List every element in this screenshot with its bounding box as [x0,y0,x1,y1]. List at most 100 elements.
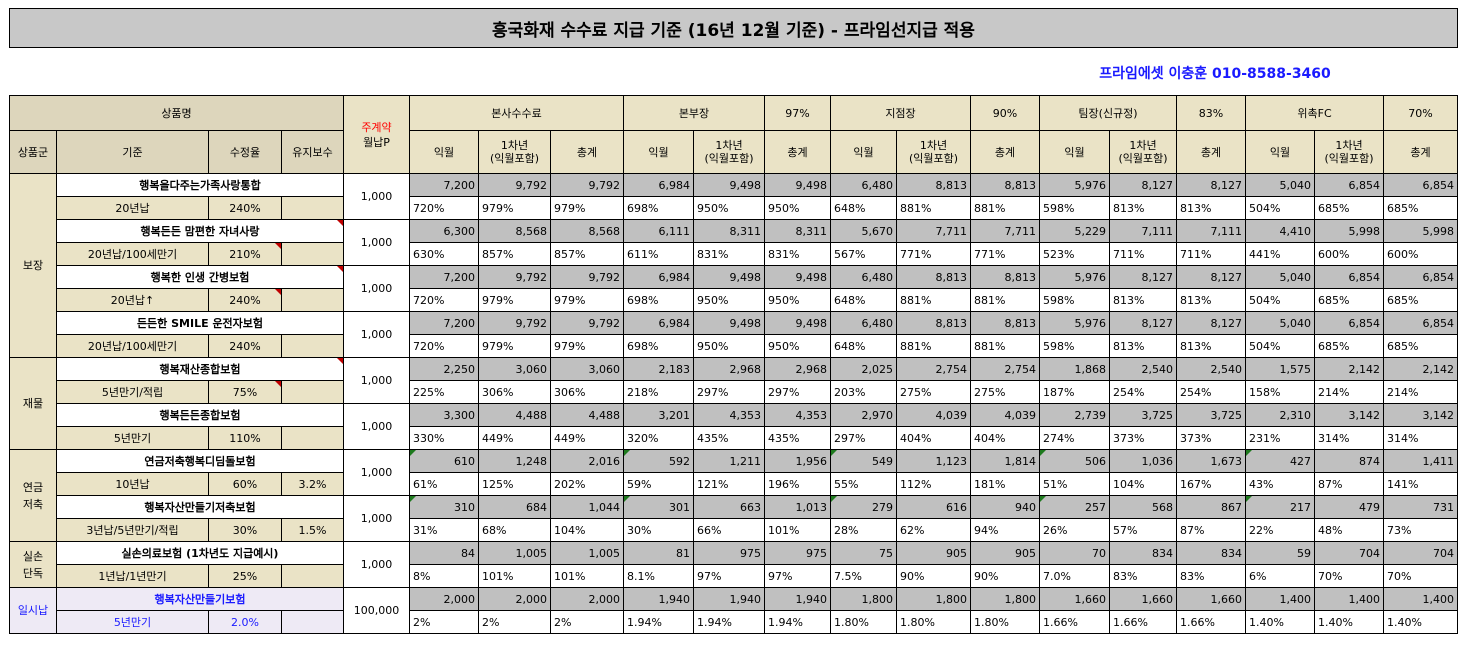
table-row: 5년만기 2.0% 2% 2% 2% 1.94% 1.94% 1.94% 1.80% 1.80% 1… [10,610,1458,634]
header-maint: 유지보수 [281,130,344,174]
category-cell: 재물 [9,357,57,450]
header-sub-first-1: 익월 [623,130,694,174]
rate-cell: 881% [970,196,1040,220]
rate-cell: 297% [764,380,831,404]
header-row-groups: 상품명 주계약 월납P 본사수수료 본부장 97% 지점장 90% 팀장(신규정… [9,95,1458,174]
amount-cell: 704 [1383,541,1458,565]
amount-cell: 427 [1245,449,1315,473]
amount-cell: 2,000 [550,587,624,611]
rate-cell: 158% [1245,380,1315,404]
rate-cell: 373% [1176,426,1246,450]
table-row: 10년납 60% 3.2% 61% 125% 202% 59% 121% 196% 55% 112%… [10,472,1458,496]
rate-cell: 104% [1109,472,1177,496]
adjust-cell: 110% [208,426,282,450]
error-marker-icon [1040,496,1046,502]
rate-cell: 504% [1245,196,1315,220]
rate-cell: 87% [1314,472,1384,496]
amount-cell: 592 [623,449,694,473]
header-sub-year-0: 1차년 (익월포함) [478,130,551,174]
rate-cell: 90% [896,564,971,588]
amount-cell: 2,310 [1245,403,1315,427]
amount-cell: 9,792 [550,173,624,197]
amount-cell: 3,060 [478,357,551,381]
category-cell: 연금 저축 [9,449,57,542]
amount-cell: 8,311 [693,219,765,243]
rate-cell: 306% [478,380,551,404]
amount-cell: 905 [970,541,1040,565]
amount-cell: 2,000 [478,587,551,611]
amount-cell: 6,854 [1383,265,1458,289]
comment-marker-icon [275,289,281,295]
rate-cell: 43% [1245,472,1315,496]
amount-cell: 9,498 [764,173,831,197]
amount-cell: 5,670 [830,219,897,243]
amount-cell: 3,725 [1176,403,1246,427]
rate-cell: 196% [764,472,831,496]
header-group-fc: 위촉FC [1245,95,1384,131]
premium-cell: 100,000 [343,587,410,634]
amount-cell: 2,754 [896,357,971,381]
adjust-cell: 30% [208,518,282,542]
amount-cell: 8,813 [896,265,971,289]
rate-cell: 813% [1109,196,1177,220]
rate-cell: 55% [830,472,897,496]
amount-cell: 2,540 [1109,357,1177,381]
rate-cell: 275% [970,380,1040,404]
maint-cell [281,242,344,266]
maint-cell [281,288,344,312]
rate-cell: 771% [970,242,1040,266]
error-marker-icon [1040,450,1046,456]
rate-cell: 125% [478,472,551,496]
amount-cell: 8,813 [970,173,1040,197]
amount-cell: 9,498 [693,265,765,289]
amount-cell: 1,211 [693,449,765,473]
rate-cell: 104% [550,518,624,542]
rate-cell: 90% [970,564,1040,588]
amount-cell: 301 [623,495,694,519]
header-group-hq: 본사수수료 [409,95,624,131]
amount-cell: 834 [1109,541,1177,565]
maint-cell [281,426,344,450]
amount-cell: 5,040 [1245,265,1315,289]
amount-cell: 4,488 [478,403,551,427]
rate-cell: 881% [970,334,1040,358]
premium-cell: 1,000 [343,173,410,220]
premium-cell: 1,000 [343,403,410,450]
amount-cell: 1,800 [970,587,1040,611]
amount-cell: 8,813 [896,311,971,335]
rate-cell: 979% [478,288,551,312]
header-group-division-pct: 97% [764,95,831,131]
rate-cell: 711% [1176,242,1246,266]
amount-cell: 7,111 [1176,219,1246,243]
amount-cell: 4,353 [764,403,831,427]
amount-cell: 975 [693,541,765,565]
amount-cell: 3,201 [623,403,694,427]
table-row: 20년납/100세만기 240% 720% 979% 979% 698% 950% 950% 6… [10,334,1458,358]
table-row: 20년납/100세만기 210% 630% 857% 857% 611% 831% 831% 5… [10,242,1458,266]
amount-cell: 874 [1314,449,1384,473]
rate-cell: 7.0% [1039,564,1110,588]
rate-cell: 813% [1109,334,1177,358]
premium-cell: 1,000 [343,541,410,588]
amount-cell: 6,984 [623,265,694,289]
amount-cell: 75 [830,541,897,565]
rate-cell: 720% [409,334,479,358]
basis-cell: 5년만기/적립 [56,380,209,404]
amount-cell: 7,711 [970,219,1040,243]
header-sub-total-1: 총계 [764,130,831,174]
amount-cell: 9,498 [693,311,765,335]
table-row: 보장 행복을다주는가족사랑통합 1,000 7,200 9,792 9,792 6,984 9… [9,173,1458,358]
rate-cell: 94% [970,518,1040,542]
contact-info: 프라임에셋 이충훈 010-8588-3460 [1099,66,1331,82]
amount-cell: 6,854 [1383,173,1458,197]
rate-cell: 62% [896,518,971,542]
rate-cell: 979% [550,334,624,358]
amount-cell: 9,792 [550,265,624,289]
rate-cell: 30% [623,518,694,542]
rate-cell: 950% [693,334,765,358]
table-row: 일시납 행복자산만들기보험 100,000 2,000 2,000 2,000 1,940 1… [9,587,1458,634]
premium-cell: 1,000 [343,449,410,496]
header-group-fc-pct: 70% [1383,95,1458,131]
amount-cell: 1,660 [1109,587,1177,611]
amount-cell: 5,998 [1383,219,1458,243]
